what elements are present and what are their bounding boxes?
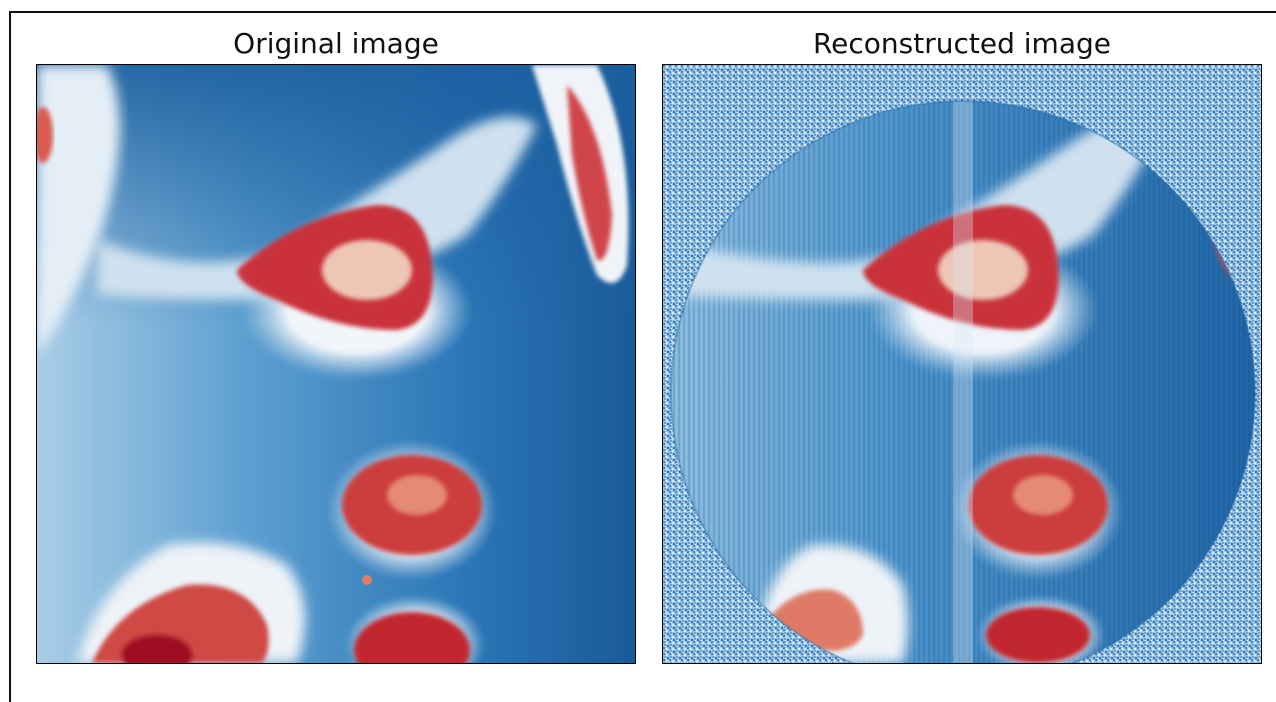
- reconstructed-image: [663, 65, 1261, 663]
- reconstructed-image-title: Reconstructed image: [812, 27, 1111, 60]
- original-image-panel: [36, 64, 636, 664]
- original-image: [37, 65, 635, 663]
- reconstructed-image-panel: [662, 64, 1262, 664]
- figure-frame: [9, 11, 1276, 702]
- original-image-title: Original image: [233, 27, 439, 60]
